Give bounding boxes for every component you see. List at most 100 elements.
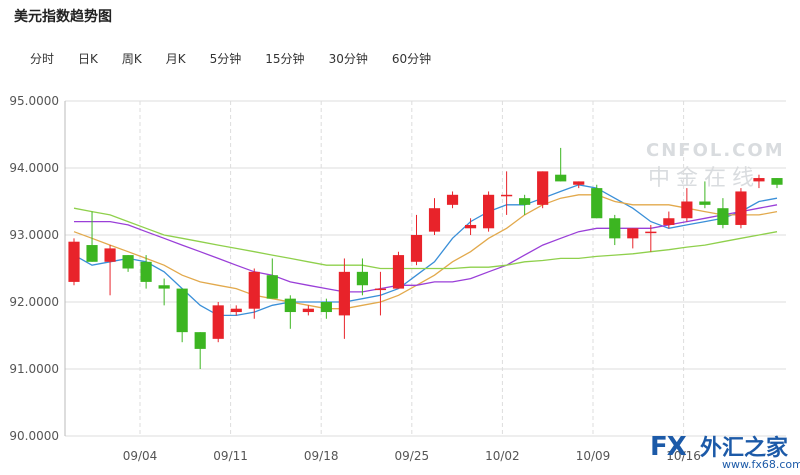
candle-body	[609, 218, 621, 239]
candle-body	[591, 188, 603, 219]
candle	[428, 198, 441, 235]
candle-body	[681, 201, 693, 219]
candle-body	[501, 194, 513, 197]
series-line-ma10	[73, 194, 778, 310]
candle	[555, 147, 567, 182]
x-tick-label: 10/02	[485, 449, 520, 463]
tab-daily-k[interactable]: 日K	[78, 52, 98, 66]
candle-body	[717, 208, 729, 225]
candle	[356, 258, 369, 296]
brand-logo-fx: FX	[650, 432, 687, 462]
chart-axis: 95.0000 94.0000 93.0000 92.0000 91.0000 90.00…	[9, 94, 701, 463]
tab-intraday[interactable]: 分时	[30, 52, 55, 66]
candle	[771, 178, 783, 189]
candle	[627, 228, 639, 249]
candle-body	[320, 302, 332, 313]
candle	[140, 255, 152, 289]
tab-weekly-k[interactable]: 周K	[121, 52, 142, 66]
watermark-top: CNFOL.COM	[646, 140, 785, 161]
tab-60min[interactable]: 60分钟	[391, 52, 432, 66]
x-tick-label: 09/11	[213, 449, 248, 463]
candle-body	[428, 208, 441, 232]
candle-body	[410, 235, 423, 262]
candle	[591, 184, 603, 219]
candle-body	[86, 245, 98, 262]
candle	[122, 255, 134, 272]
candle-body	[753, 178, 765, 182]
page-title: 美元指数趋势图	[14, 9, 112, 25]
candle	[446, 191, 459, 209]
candle	[735, 188, 747, 229]
tab-30min[interactable]: 30分钟	[328, 52, 368, 66]
candle-body	[446, 194, 459, 205]
candle-body	[735, 191, 747, 225]
x-tick-label: 09/04	[123, 449, 158, 463]
candle	[248, 268, 260, 319]
candle-body	[158, 285, 170, 289]
candle-body	[68, 241, 80, 282]
candle	[266, 258, 278, 299]
candle	[320, 298, 332, 319]
candle-body	[573, 181, 585, 185]
candle	[374, 271, 387, 316]
y-tick-label: 90.0000	[9, 429, 59, 443]
y-tick-label: 94.0000	[9, 161, 59, 175]
candle	[753, 174, 765, 189]
candle	[104, 245, 116, 296]
candle-body	[771, 178, 783, 185]
candle-body	[392, 255, 405, 289]
candle	[681, 188, 693, 222]
candle	[501, 171, 513, 215]
series-line-ma20	[74, 204, 778, 293]
candle	[645, 224, 657, 252]
candles	[68, 147, 783, 369]
candle-body	[519, 198, 531, 205]
candle	[699, 181, 711, 209]
candle-body	[482, 194, 495, 229]
candle	[68, 238, 80, 286]
candle	[338, 258, 350, 339]
series-line-ma30	[73, 207, 778, 270]
candle	[194, 332, 206, 369]
candle-body	[140, 261, 152, 282]
candle-body	[302, 308, 314, 313]
tab-15min[interactable]: 15分钟	[265, 52, 305, 66]
brand-logo-url: www.fx68.com	[722, 458, 800, 471]
candle-body	[248, 271, 260, 309]
candle	[410, 214, 423, 266]
candle	[519, 194, 531, 215]
candle	[158, 278, 170, 306]
candle-body	[212, 305, 224, 339]
candle	[663, 211, 675, 229]
candle	[212, 302, 224, 343]
y-tick-label: 92.0000	[9, 295, 59, 309]
candle-body	[374, 288, 387, 291]
candle	[176, 288, 188, 343]
candle	[537, 171, 549, 209]
candle-body	[645, 231, 657, 234]
brand-logo-name: 外汇之家	[700, 436, 789, 461]
tab-5min[interactable]: 5分钟	[209, 52, 242, 66]
candle-body	[284, 298, 296, 313]
candle	[609, 214, 621, 246]
candle-body	[627, 228, 639, 239]
candle-body	[699, 201, 711, 205]
candle	[86, 211, 98, 262]
moving-average-lines	[73, 184, 778, 317]
y-tick-label: 91.0000	[9, 362, 59, 376]
candle	[392, 251, 405, 289]
watermark-bottom: 中金在线	[648, 166, 761, 191]
x-tick-label: 10/16	[666, 449, 701, 463]
candle-body	[338, 271, 350, 316]
candle-body	[194, 332, 206, 349]
candle-body	[464, 224, 477, 229]
tab-monthly-k[interactable]: 月K	[165, 52, 186, 66]
y-tick-label: 95.0000	[9, 94, 59, 108]
candle	[482, 191, 495, 232]
period-tabs: 分时 日K 周K 月K 5分钟 15分钟 30分钟 60分钟	[30, 50, 455, 67]
candle	[464, 218, 477, 235]
y-tick-label: 93.0000	[9, 228, 59, 242]
candle	[302, 305, 314, 316]
candle-body	[663, 218, 675, 225]
